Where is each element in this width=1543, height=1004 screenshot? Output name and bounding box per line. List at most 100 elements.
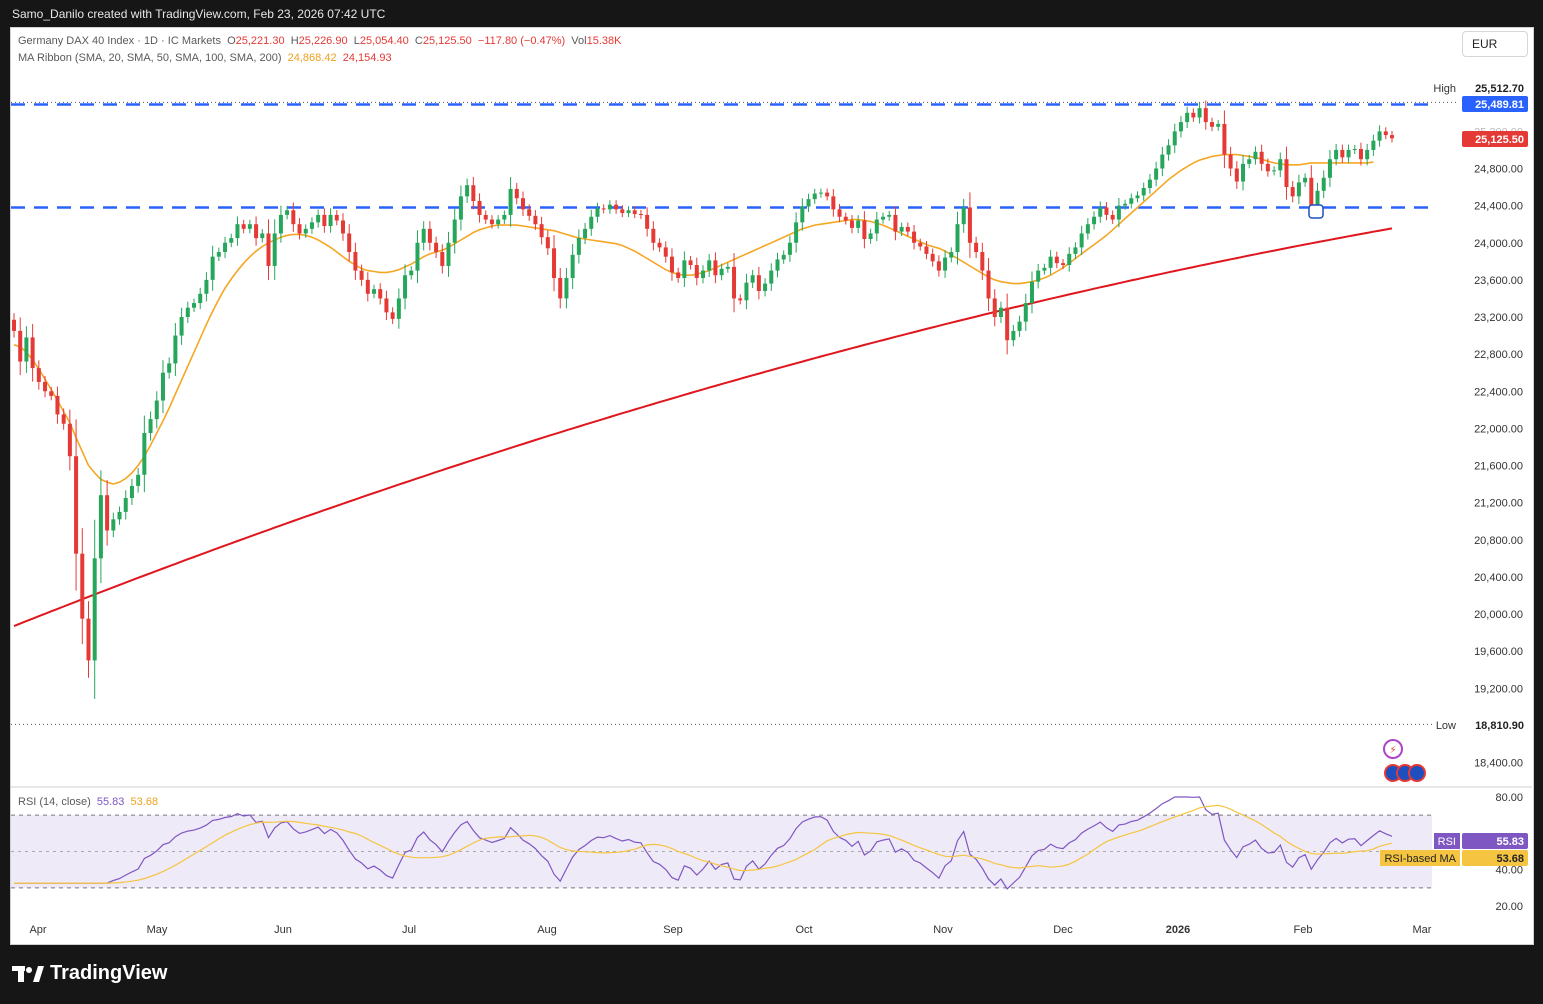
- price-tick-label: 22,000.00: [1474, 423, 1523, 435]
- time-axis-label: Mar: [1413, 924, 1432, 936]
- candle-body: [1079, 233, 1084, 248]
- candle-body: [1241, 163, 1246, 182]
- candle-body: [353, 252, 358, 271]
- legend-row-2: MA Ribbon (SMA, 20, SMA, 50, SMA, 100, S…: [18, 52, 392, 64]
- ma-ribbon-value-1: 24,868.42: [287, 52, 337, 64]
- low-tag-label-bg: [1434, 717, 1460, 733]
- candle-body: [322, 214, 327, 227]
- price-tick-label: 22,400.00: [1474, 386, 1523, 398]
- candle-body: [1203, 108, 1208, 123]
- low-tag-bg: [1462, 717, 1528, 733]
- candle-body: [1278, 159, 1283, 171]
- candle-body: [1178, 122, 1183, 132]
- candle-body: [1228, 154, 1233, 169]
- legend-close: 25,125.50: [422, 35, 472, 47]
- candle-body: [1123, 203, 1128, 206]
- ma-ribbon-label[interactable]: MA Ribbon (SMA, 20, SMA, 50, SMA, 100, S…: [18, 52, 282, 64]
- candle-body: [825, 192, 830, 197]
- rsi-ma-tag-label: RSI-based MA: [1384, 853, 1456, 865]
- candle-body: [961, 207, 966, 225]
- candle-body: [359, 270, 364, 280]
- rsi-label[interactable]: RSI (14, close): [18, 796, 91, 808]
- price-tick-label: 24,400.00: [1474, 201, 1523, 213]
- candle-body: [1098, 207, 1103, 217]
- level-tag-value: 25,489.81: [1475, 99, 1524, 111]
- candle-body: [943, 257, 948, 271]
- legend-symbol[interactable]: Germany DAX 40 Index · 1D · IC Markets: [18, 35, 221, 47]
- candle-body: [1327, 159, 1332, 178]
- chart-panel[interactable]: [10, 27, 1534, 945]
- candle-body: [645, 214, 650, 229]
- candle-body: [576, 238, 581, 255]
- candle-body: [1110, 214, 1115, 220]
- candle-body: [334, 214, 339, 221]
- candle-body: [881, 216, 886, 220]
- candle-body: [1048, 256, 1053, 268]
- candle-body: [421, 228, 426, 243]
- candle-body: [1296, 182, 1301, 197]
- candle-body: [142, 433, 147, 475]
- candle-body: [1290, 187, 1295, 197]
- candle-body: [372, 289, 377, 294]
- candle-body: [1334, 149, 1339, 160]
- candle-body: [669, 256, 674, 273]
- candle-body: [173, 335, 178, 364]
- candle-body: [254, 224, 259, 239]
- candle-body: [856, 220, 861, 228]
- low-tag-label: Low: [1436, 720, 1456, 732]
- candle-body: [502, 214, 507, 220]
- candle-body: [552, 248, 557, 279]
- rsi-tag-label: RSI: [1438, 836, 1456, 848]
- rsi-tag-value: 55.83: [1496, 836, 1524, 848]
- candle-body: [924, 246, 929, 254]
- candle-body: [986, 270, 991, 299]
- candle-body: [775, 259, 780, 271]
- candle-body: [738, 298, 743, 301]
- candle-body: [1340, 149, 1345, 158]
- candle-body: [601, 208, 606, 210]
- time-axis-label: 2026: [1166, 924, 1190, 936]
- candle-body: [725, 266, 730, 269]
- candle-body: [347, 233, 352, 253]
- candle-body: [272, 233, 277, 266]
- candle-body: [1067, 253, 1072, 266]
- candle-body: [570, 254, 575, 279]
- candle-body: [744, 282, 749, 301]
- candle-body: [241, 224, 246, 229]
- candle-body: [831, 196, 836, 210]
- candle-body: [316, 214, 321, 223]
- candle-body: [508, 188, 513, 215]
- candle-body: [874, 219, 879, 234]
- candle-body: [750, 275, 755, 283]
- candle-body: [663, 247, 668, 257]
- candle-body: [1054, 256, 1059, 264]
- tradingview-logo[interactable]: TradingView: [12, 962, 167, 985]
- candle-body: [1371, 140, 1376, 150]
- currency-button[interactable]: EUR: [1462, 31, 1528, 57]
- candle-body: [409, 270, 414, 276]
- candle-body: [1315, 190, 1320, 206]
- price-tick-label: 18,400.00: [1474, 758, 1523, 770]
- price-tick-label: 22,800.00: [1474, 349, 1523, 361]
- candle-body: [980, 252, 985, 271]
- candle-body: [471, 185, 476, 201]
- flash-icon: ⚡: [1389, 745, 1396, 756]
- legend-open: 25,221.30: [235, 35, 285, 47]
- candle-body: [260, 233, 265, 239]
- candle-body: [148, 419, 153, 434]
- candle-body: [719, 268, 724, 276]
- low-tag-value: 18,810.90: [1475, 720, 1524, 732]
- candle-body: [452, 219, 457, 243]
- candle-body: [688, 260, 693, 266]
- candle-body: [955, 224, 960, 253]
- price-tick-label: 20,400.00: [1474, 572, 1523, 584]
- earnings-icon: [1383, 739, 1403, 759]
- candle-body: [905, 226, 910, 232]
- candle-body: [912, 231, 917, 243]
- candle-body: [117, 511, 122, 520]
- candle-body: [1358, 149, 1363, 160]
- candle-body: [843, 216, 848, 221]
- candle-body: [887, 214, 892, 217]
- candle-body: [1017, 321, 1022, 331]
